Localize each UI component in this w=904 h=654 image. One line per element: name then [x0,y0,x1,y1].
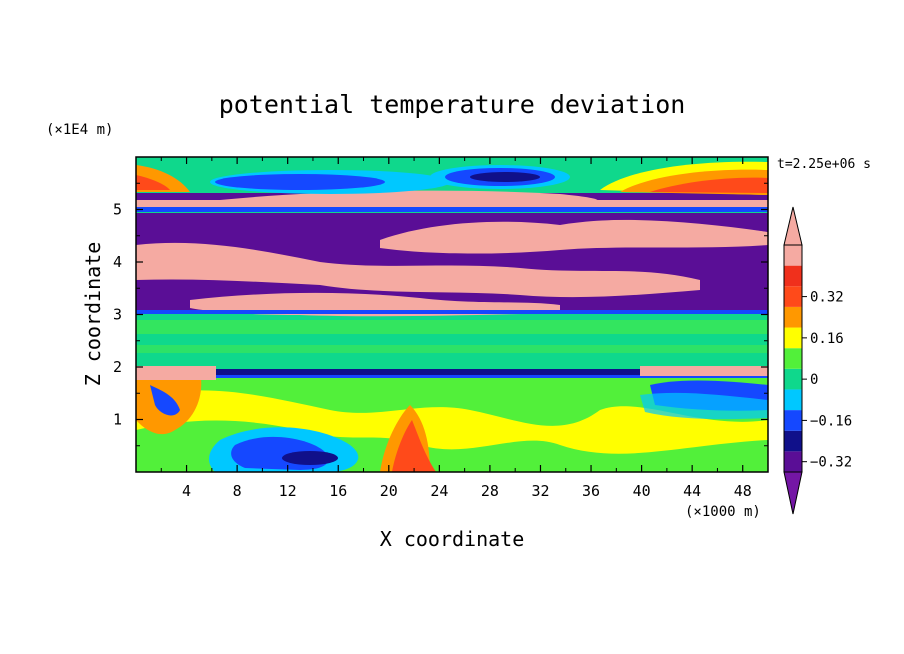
contour-pink-upper1 [380,219,768,254]
colorbar-label: 0.32 [810,290,844,306]
colorbar-label: −0.16 [810,413,852,429]
band-blue-5-line [136,207,768,212]
x-tick-label: 20 [380,482,398,500]
contour-right-cyan [640,392,768,420]
colorbar-segment [784,286,802,307]
x-tick-label: 16 [329,482,347,500]
contour-top-darkblue [470,172,540,182]
x-unit-label: (×1000 m) [685,504,761,520]
contour-pink-5-lens [220,190,598,211]
y-tick-label: 4 [113,253,122,271]
colorbar-segment [784,389,802,411]
contour-pink-mid [136,242,700,298]
colorbar-segment [784,451,802,472]
band-blue-edge-low [136,310,768,314]
y-tick-label: 5 [113,201,122,219]
colorbar-segment [784,430,802,452]
x-tick-label: 32 [531,482,549,500]
colorbar-label: 0.16 [810,331,844,347]
colorbar-segment [784,410,802,431]
time-label: t=2.25e+06 s [777,157,871,172]
colorbar-segment [784,368,802,390]
x-axis-ticks: 4 8 12 16 20 24 28 32 36 40 44 48 [160,157,752,500]
colorbar-extend-low [783,471,803,515]
contour-purple-top [136,213,768,238]
x-tick-label: 40 [633,482,651,500]
y-axis-ticks: 1 2 3 4 5 [113,182,768,447]
y-tick-label: 1 [113,411,122,429]
colorbar-segment [784,327,802,349]
x-axis-label: X coordinate [380,527,525,551]
colorbar-frame [783,244,803,473]
band-pink-strip-right [640,366,768,376]
contour-lower-darkblue [282,451,338,465]
x-tick-label: 44 [683,482,701,500]
y-tick-label: 2 [113,358,122,376]
x-tick-label: 28 [481,482,499,500]
contour-left-blue [150,385,180,416]
band-mid-streak2 [136,345,768,353]
colorbar-extend-high [783,206,803,246]
y-unit-label: (×1E4 m) [46,122,113,138]
contour-top-blue1 [215,174,385,190]
contour-plot-area [136,157,768,472]
y-tick-label: 3 [113,306,122,324]
band-dark-blue-line [136,369,768,375]
contour-top-right-red [650,177,768,193]
colorbar-label: −0.32 [810,455,852,471]
x-tick-label: 12 [279,482,297,500]
contour-top-left-red [136,175,170,190]
band-mid-streak1 [136,320,768,334]
band-blue-line [136,375,768,378]
x-tick-label: 36 [582,482,600,500]
contour-red-plume [392,420,436,472]
colorbar-segment [784,245,802,266]
y-axis-label: Z coordinate [81,242,105,387]
colorbar: 0.32 0.16 0 −0.16 −0.32 [783,206,852,515]
band-pink-strip-left [136,366,216,380]
chart-title: potential temperature deviation [219,90,686,119]
x-tick-label: 8 [233,482,242,500]
x-tick-label: 4 [182,482,191,500]
x-tick-label: 48 [734,482,752,500]
colorbar-segment [784,265,802,287]
x-tick-label: 24 [430,482,448,500]
colorbar-segment [784,306,802,328]
colorbar-label: 0 [810,372,818,388]
colorbar-segment [784,348,802,369]
